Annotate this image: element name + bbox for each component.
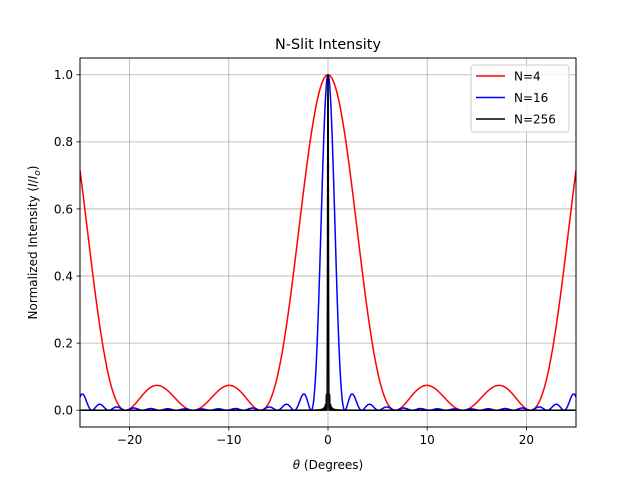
- y-tick-label: 0.4: [54, 269, 73, 283]
- chart-title: N-Slit Intensity: [275, 37, 381, 53]
- series-lines: [80, 74, 576, 411]
- y-tick-label: 0.6: [54, 202, 73, 216]
- y-tick-label: 0.2: [54, 336, 73, 350]
- x-axis-label-text: (Degrees): [300, 458, 363, 472]
- y-tick-label: 1.0: [54, 68, 73, 82]
- x-tick-label: −20: [117, 433, 142, 447]
- x-tick-label: 20: [519, 433, 534, 447]
- y-axis-ticks: 0.0 0.2 0.4 0.6 0.8 1.0: [54, 68, 80, 418]
- x-axis-label: θ (Degrees): [293, 458, 363, 472]
- x-axis-label-symbol: θ: [293, 458, 301, 472]
- x-tick-label: 10: [420, 433, 435, 447]
- series-line-n-256: [80, 74, 576, 411]
- legend-frame: [470, 64, 570, 133]
- y-tick-label: 0.0: [54, 404, 73, 418]
- legend-label: N=16: [514, 91, 548, 105]
- y-axis-label: Normalized Intensity (I/Io): [26, 166, 43, 320]
- y-axis-label-i: I: [26, 183, 40, 187]
- legend: N=4 N=16 N=256: [470, 64, 570, 133]
- x-axis-ticks: −20 −10 0 10 20: [117, 427, 534, 447]
- y-axis-label-i0: I: [26, 175, 40, 179]
- x-tick-label: −10: [216, 433, 241, 447]
- legend-label: N=256: [514, 112, 556, 126]
- y-tick-label: 0.8: [54, 135, 73, 149]
- x-tick-label: 0: [324, 433, 332, 447]
- legend-label: N=4: [514, 69, 541, 83]
- y-axis-label-sub: o: [33, 170, 43, 176]
- y-axis-label-slash: /: [26, 178, 40, 183]
- y-axis-label-text: Normalized Intensity (: [26, 187, 40, 320]
- y-axis-label-close: ): [26, 166, 40, 171]
